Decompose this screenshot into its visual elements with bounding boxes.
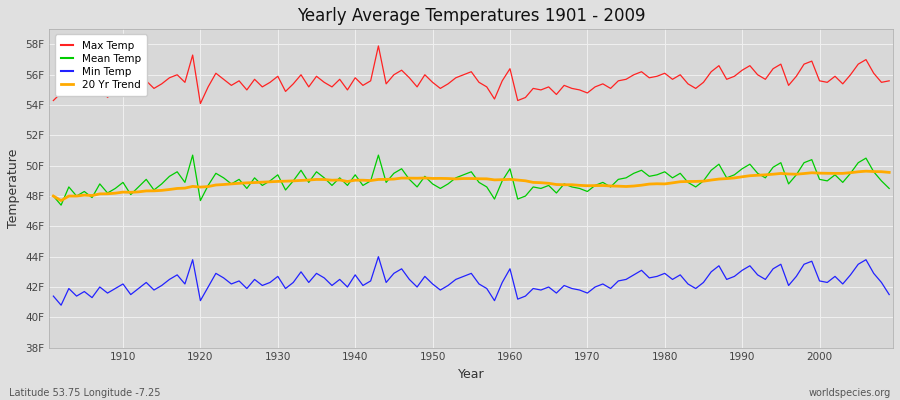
- Text: worldspecies.org: worldspecies.org: [809, 388, 891, 398]
- Text: Latitude 53.75 Longitude -7.25: Latitude 53.75 Longitude -7.25: [9, 388, 160, 398]
- Title: Yearly Average Temperatures 1901 - 2009: Yearly Average Temperatures 1901 - 2009: [297, 7, 645, 25]
- Legend: Max Temp, Mean Temp, Min Temp, 20 Yr Trend: Max Temp, Mean Temp, Min Temp, 20 Yr Tre…: [55, 34, 148, 96]
- X-axis label: Year: Year: [458, 368, 484, 381]
- Y-axis label: Temperature: Temperature: [7, 149, 20, 228]
